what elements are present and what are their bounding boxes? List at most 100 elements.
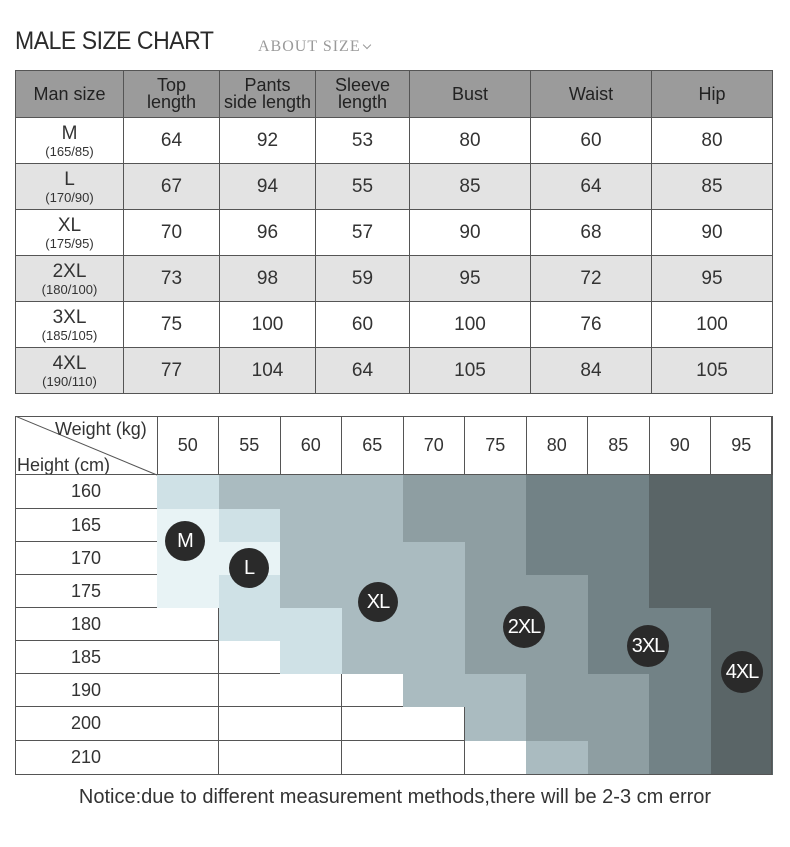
grid-cell bbox=[341, 475, 404, 509]
grid-cell bbox=[218, 741, 281, 775]
grid-cell bbox=[587, 707, 650, 741]
grid-cell bbox=[218, 608, 281, 641]
measurement-cell: 64 bbox=[315, 347, 410, 394]
weight-column-label: 95 bbox=[731, 435, 752, 455]
size-badge: XL bbox=[358, 582, 398, 622]
header-cell: Top length bbox=[123, 70, 220, 118]
weight-column-label: 65 bbox=[362, 435, 383, 455]
grid-cell bbox=[280, 707, 342, 741]
grid-cell bbox=[218, 641, 281, 674]
height-axis-label: Height (cm) bbox=[17, 455, 111, 475]
table-row: M (165/85) 64 92 53 80 60 80 bbox=[15, 117, 773, 164]
header-cell: Sleeve length bbox=[315, 70, 410, 118]
grid-cell bbox=[280, 674, 342, 707]
grid-cell bbox=[587, 542, 650, 575]
grid-column-header-cell bbox=[710, 416, 773, 475]
header-cell: Man size bbox=[15, 70, 124, 118]
size-badge: 2XL bbox=[503, 606, 545, 648]
measurement-cell: 75 bbox=[123, 301, 220, 348]
size-label-cell: 3XL (185/105) bbox=[15, 301, 124, 348]
grid-cell bbox=[710, 575, 773, 608]
grid-cell bbox=[280, 575, 342, 608]
measurement-cell: 80 bbox=[409, 117, 531, 164]
table-row: XL (175/95) 70 96 57 90 68 90 bbox=[15, 209, 773, 256]
page-title: MALE SIZE CHART bbox=[15, 27, 214, 55]
measurement-cell: 70 bbox=[123, 209, 220, 256]
weight-column-label: 50 bbox=[177, 435, 198, 455]
table-row: L (170/90) 67 94 55 85 64 85 bbox=[15, 163, 773, 210]
header-cell: Bust bbox=[409, 70, 531, 118]
about-size-link[interactable]: ABOUT SIZE bbox=[258, 38, 371, 56]
measurement-cell: 105 bbox=[409, 347, 531, 394]
grid-cell bbox=[649, 475, 711, 509]
grid-cell bbox=[464, 542, 527, 575]
size-badge: M bbox=[165, 521, 205, 561]
measurement-cell: 60 bbox=[530, 117, 652, 164]
grid-cell bbox=[218, 509, 281, 542]
size-reference: (175/95) bbox=[45, 235, 94, 251]
measurement-cell: 100 bbox=[409, 301, 531, 348]
grid-column-header-cell bbox=[218, 416, 281, 475]
measurement-cell: 105 bbox=[651, 347, 773, 394]
table-header-row: Man size Top length Pants side length Slee… bbox=[15, 70, 773, 118]
size-label-cell: L (170/90) bbox=[15, 163, 124, 210]
weight-column-label: 60 bbox=[300, 435, 321, 455]
grid-cell bbox=[526, 707, 588, 741]
height-row-label: 160 bbox=[70, 481, 102, 501]
weight-column-label: 75 bbox=[485, 435, 506, 455]
grid-cell bbox=[403, 641, 465, 674]
grid-cell bbox=[464, 575, 527, 608]
grid-cell bbox=[341, 641, 404, 674]
notice-text: Notice:due to different measurement meth… bbox=[78, 786, 712, 808]
grid-cell bbox=[587, 509, 650, 542]
grid-cell bbox=[587, 674, 650, 707]
grid-cell bbox=[218, 674, 281, 707]
measurement-cell: 57 bbox=[315, 209, 410, 256]
grid-cell bbox=[464, 707, 527, 741]
size-name: 3XL bbox=[52, 306, 87, 328]
weight-column-label: 85 bbox=[608, 435, 629, 455]
size-reference: (185/105) bbox=[41, 327, 98, 343]
height-row-label: 200 bbox=[70, 713, 102, 733]
size-badge: L bbox=[229, 548, 269, 588]
grid-cell bbox=[649, 575, 711, 608]
size-name: L bbox=[64, 168, 75, 190]
table-row: 2XL (180/100) 73 98 59 95 72 95 bbox=[15, 255, 773, 302]
grid-cell bbox=[218, 475, 281, 509]
size-name: M bbox=[61, 122, 78, 144]
measurement-cell: 84 bbox=[530, 347, 652, 394]
height-row-label: 175 bbox=[70, 580, 102, 601]
grid-column-header-cell bbox=[526, 416, 588, 475]
measurement-cell: 104 bbox=[219, 347, 316, 394]
weight-height-size-grid: Weight (kg) Height (cm) 50 55 60 65 70 75 80 85… bbox=[15, 416, 773, 775]
chevron-down-icon bbox=[362, 40, 371, 50]
grid-cell bbox=[341, 509, 404, 542]
grid-cell bbox=[341, 707, 404, 741]
grid-cell bbox=[157, 475, 219, 509]
height-row-label: 165 bbox=[70, 514, 102, 535]
grid-cell bbox=[649, 707, 711, 741]
header-cell: Waist bbox=[530, 70, 652, 118]
about-size-label: ABOUT SIZE bbox=[258, 38, 361, 55]
grid-column-header-cell bbox=[403, 416, 465, 475]
grid-cell bbox=[280, 608, 342, 641]
measurement-cell: 64 bbox=[530, 163, 652, 210]
header-diagonal bbox=[15, 416, 158, 476]
measurement-cell: 73 bbox=[123, 255, 220, 302]
grid-cell bbox=[464, 674, 527, 707]
size-label-cell: M (165/85) bbox=[15, 117, 124, 164]
measurement-cell: 95 bbox=[651, 255, 773, 302]
grid-cell bbox=[403, 475, 465, 509]
size-badge: 3XL bbox=[627, 625, 669, 667]
height-row-label: 210 bbox=[70, 747, 102, 767]
measurement-cell: 77 bbox=[123, 347, 220, 394]
grid-column-header-cell bbox=[157, 416, 219, 475]
grid-column-header-cell bbox=[649, 416, 711, 475]
size-name: XL bbox=[57, 214, 82, 236]
weight-column-label: 90 bbox=[669, 435, 690, 455]
size-label-cell: XL (175/95) bbox=[15, 209, 124, 256]
measurement-cell: 53 bbox=[315, 117, 410, 164]
grid-cell bbox=[403, 509, 465, 542]
grid-column-header-cell bbox=[280, 416, 342, 475]
weight-column-label: 70 bbox=[423, 435, 444, 455]
